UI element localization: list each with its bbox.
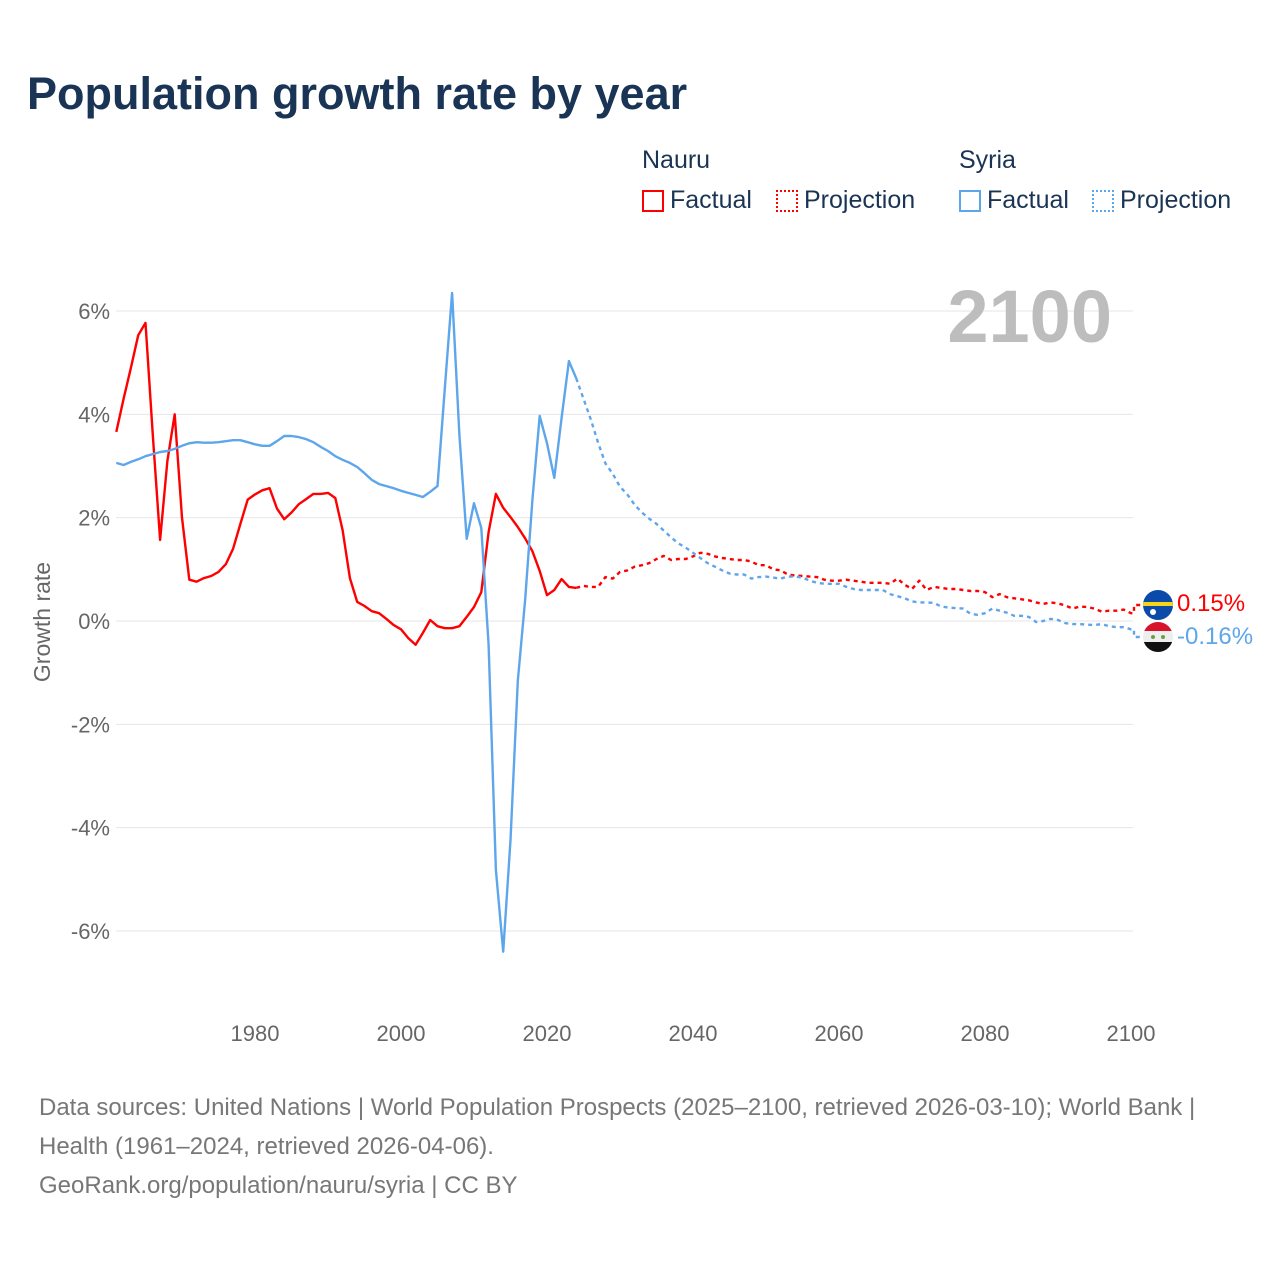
legend-swatch-dotted — [776, 189, 798, 212]
legend-syria-factual[interactable]: Factual — [959, 186, 1069, 215]
x-tick-label: 2040 — [669, 1021, 718, 1046]
legend-swatch-solid — [642, 189, 664, 212]
y-tick-label: -4% — [71, 816, 110, 841]
nauru-factual-line — [115, 321, 577, 646]
legend-swatch-solid — [959, 189, 981, 212]
plot-area: -6% -4% -2% 0% 2% 4% 6% 1980 2000 2020 2040 2060 208… — [29, 275, 1253, 1046]
y-tick-label: 2% — [78, 506, 110, 531]
y-tick-label: 0% — [78, 609, 110, 634]
legend-swatch-dotted — [1092, 189, 1114, 212]
x-tick-label: 2020 — [523, 1021, 572, 1046]
y-tick-label: 6% — [78, 299, 110, 324]
syria-flag-icon — [1143, 622, 1173, 652]
legend-nauru-factual[interactable]: Factual — [642, 186, 752, 215]
legend-group-syria: Syria — [959, 146, 1016, 174]
syria-end-label: -0.16% — [1177, 623, 1253, 650]
nauru-flag-icon — [1143, 590, 1173, 620]
legend-nauru-projection[interactable]: Projection — [776, 186, 915, 215]
chart-title: Population growth rate by year — [27, 68, 688, 119]
legend-label: Projection — [804, 186, 916, 214]
nauru-projection-line — [575, 551, 1142, 615]
syria-factual-line — [115, 291, 578, 953]
x-tick-label: 2000 — [377, 1021, 426, 1046]
syria-projection-line — [575, 377, 1142, 639]
x-tick-label: 2080 — [961, 1021, 1010, 1046]
y-tick-label: -6% — [71, 919, 110, 944]
x-tick-label: 2060 — [815, 1021, 864, 1046]
y-axis-label: Growth rate — [29, 562, 55, 682]
x-tick-label: 1980 — [231, 1021, 280, 1046]
legend-label: Factual — [987, 186, 1069, 214]
legend-label: Factual — [670, 186, 752, 214]
y-tick-label: 4% — [78, 402, 110, 427]
y-tick-label: -2% — [71, 712, 110, 737]
source-link[interactable]: GeoRank.org/population/nauru/syria | CC … — [39, 1172, 518, 1199]
year-watermark: 2100 — [947, 275, 1112, 358]
legend-syria-projection[interactable]: Projection — [1092, 186, 1231, 215]
data-sources: Data sources: United Nations | World Pop… — [39, 1094, 1196, 1160]
nauru-end-label: 0.15% — [1177, 590, 1245, 617]
x-tick-label: 2100 — [1107, 1021, 1156, 1046]
legend-label: Projection — [1120, 186, 1232, 214]
footer: Data sources: United Nations | World Pop… — [39, 1088, 1239, 1205]
legend-group-nauru: Nauru — [642, 146, 711, 174]
